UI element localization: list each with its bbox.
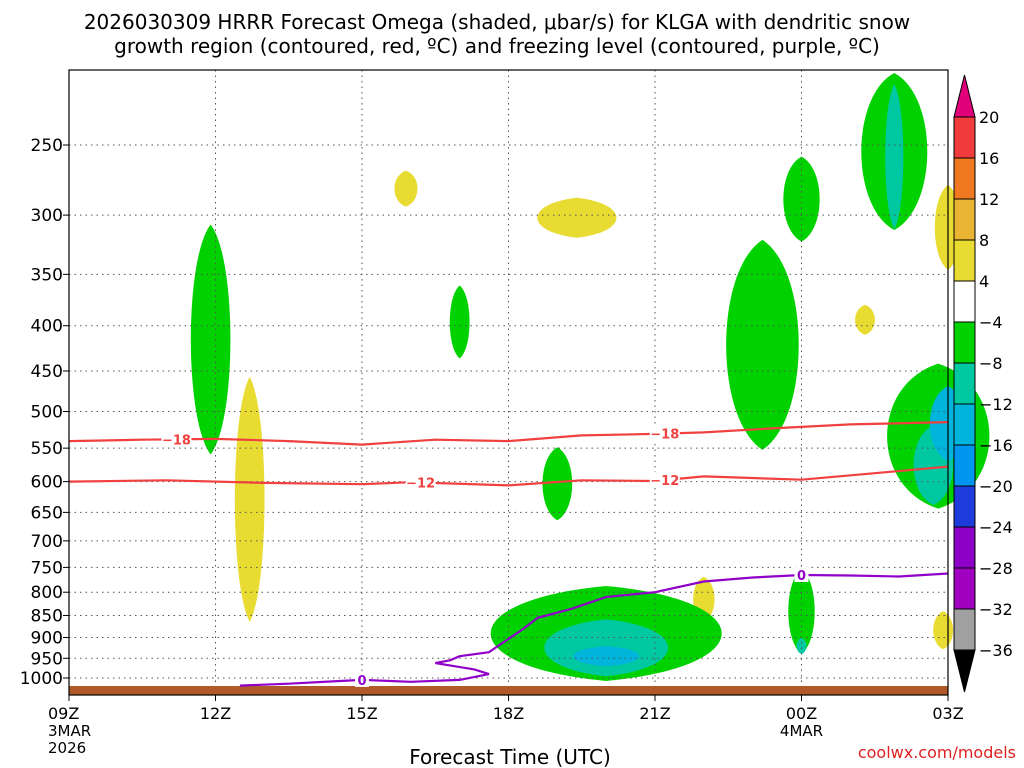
x-tick-label-15Z: 15Z — [346, 704, 377, 723]
colorbar-label-1: 16 — [979, 149, 999, 168]
y-tick-label-550: 550 — [31, 439, 63, 459]
x-tick-label-21Z: 21Z — [639, 704, 670, 723]
contour-label-dgz-minus12-0: −12 — [406, 477, 435, 492]
colorbar-label-0: 20 — [979, 108, 999, 127]
colorbar-bin-1 — [953, 157, 976, 200]
colorbar-bin-10 — [953, 526, 976, 569]
x-tick-year-09Z: 2026 — [48, 739, 86, 757]
x-tick-label-09Z: 09Z — [48, 704, 79, 723]
chart-title-line2: growth region (contoured, red, ºC) and f… — [114, 34, 880, 58]
colorbar-label-12: −32 — [979, 600, 1013, 619]
y-tick-label-500: 500 — [31, 403, 63, 423]
y-tick-label-700: 700 — [31, 532, 63, 552]
contour-dgz-minus18 — [68, 421, 949, 446]
colorbar-label-3: 8 — [979, 231, 989, 250]
omega-shaded-region-21 — [788, 568, 815, 654]
contour-layer: −18 −18 −12 −12 0 0 — [68, 421, 949, 689]
terrain-strip — [69, 686, 948, 695]
omega-shaded-region-0 — [190, 224, 231, 455]
colorbar-label-9: −20 — [979, 477, 1013, 496]
x-tick-label-18Z: 18Z — [493, 704, 524, 723]
omega-shaded-region-7 — [783, 156, 820, 242]
colorbar-bottom-arrow — [953, 649, 976, 693]
colorbar-label-7: −12 — [979, 395, 1013, 414]
colorbar-label-2: 12 — [979, 190, 999, 209]
chart-title-line1: 2026030309 HRRR Forecast Omega (shaded, … — [84, 10, 910, 34]
omega-shaded-region-20 — [573, 646, 640, 667]
contour-label-bg-dgz-minus18-0 — [161, 431, 192, 447]
omega-shaded-region-11 — [855, 304, 875, 335]
x-tick-label-03Z: 03Z — [932, 704, 963, 723]
y-tick-label-450: 450 — [31, 362, 63, 382]
colorbar: 20 16 12 8 4 −4 −8 −12 −16 −20 −24 −28 −32 −36 — [953, 74, 1013, 693]
plot-area: −18 −18 −12 −12 0 0 — [68, 69, 990, 696]
contour-label-dgz-minus18-1: −18 — [650, 428, 679, 443]
y-tick-label-1000: 1000 — [20, 669, 63, 689]
omega-shaded-region-1 — [394, 170, 418, 207]
contour-label-bg-dgz-minus12-1 — [649, 472, 680, 488]
contour-freezing-level-0 — [239, 572, 949, 687]
y-tick-label-850: 850 — [31, 607, 63, 627]
contour-dgz-minus12 — [68, 465, 949, 487]
x-axis-title: Forecast Time (UTC) — [409, 745, 611, 768]
contour-label-bg-freezing-level-0-0 — [355, 671, 369, 687]
y-tick-label-750: 750 — [31, 558, 63, 578]
colorbar-bin-4 — [953, 280, 976, 323]
contour-label-dgz-minus12-1: −12 — [650, 474, 679, 489]
omega-shaded-region-3 — [449, 285, 470, 359]
colorbar-bin-5 — [953, 321, 976, 364]
x-tick-label-00Z: 00Z — [786, 704, 817, 723]
contour-label-dgz-minus18-0: −18 — [162, 433, 191, 448]
omega-shaded-region-2 — [234, 376, 265, 622]
x-tick-sublabel-00Z: 4MAR — [780, 722, 823, 740]
y-tick-label-250: 250 — [31, 136, 63, 156]
colorbar-bin-6 — [953, 362, 976, 405]
colorbar-label-4: 4 — [979, 272, 989, 291]
colorbar-top-arrow — [953, 74, 976, 118]
y-tick-label-300: 300 — [31, 206, 63, 226]
colorbar-bin-2 — [953, 198, 976, 241]
y-axis: 2503003504004505005506006507007508008509… — [20, 136, 69, 689]
contour-label-bg-dgz-minus12-0 — [405, 474, 436, 490]
y-tick-label-350: 350 — [31, 265, 63, 285]
y-tick-label-900: 900 — [31, 628, 63, 648]
credit-text: coolwx.com/models — [858, 743, 1016, 762]
colorbar-bin-11 — [953, 567, 976, 610]
contour-label-freezing-level-0-0: 0 — [357, 674, 366, 689]
x-tick-sublabel-09Z: 3MAR — [48, 722, 91, 740]
x-tick-label-12Z: 12Z — [200, 704, 231, 723]
omega-shaded-region-5 — [542, 447, 573, 521]
y-tick-label-950: 950 — [31, 649, 63, 669]
omega-shaded-region-22 — [796, 637, 807, 654]
colorbar-bin-12 — [953, 608, 976, 651]
colorbar-label-13: −36 — [979, 641, 1013, 660]
colorbar-bin-0 — [953, 116, 976, 159]
colorbar-label-11: −28 — [979, 559, 1013, 578]
omega-shaded-region-9 — [885, 84, 904, 230]
colorbar-label-10: −24 — [979, 518, 1013, 537]
colorbar-bin-9 — [953, 485, 976, 528]
colorbar-bin-7 — [953, 403, 976, 446]
y-tick-label-800: 800 — [31, 583, 63, 603]
contour-label-freezing-level-0-1: 0 — [797, 569, 806, 584]
y-tick-label-650: 650 — [31, 503, 63, 523]
omega-shaded-region-4 — [537, 197, 617, 238]
omega-shaded-region-6 — [726, 239, 799, 450]
colorbar-bin-8 — [953, 444, 976, 487]
colorbar-label-6: −8 — [979, 354, 1003, 373]
colorbar-label-5: −4 — [979, 313, 1003, 332]
colorbar-bin-3 — [953, 239, 976, 282]
y-tick-label-400: 400 — [31, 317, 63, 337]
contour-label-bg-freezing-level-0-1 — [794, 567, 809, 583]
colorbar-label-8: −16 — [979, 436, 1013, 455]
y-tick-label-600: 600 — [31, 473, 63, 493]
contour-label-bg-dgz-minus18-1 — [649, 425, 680, 441]
